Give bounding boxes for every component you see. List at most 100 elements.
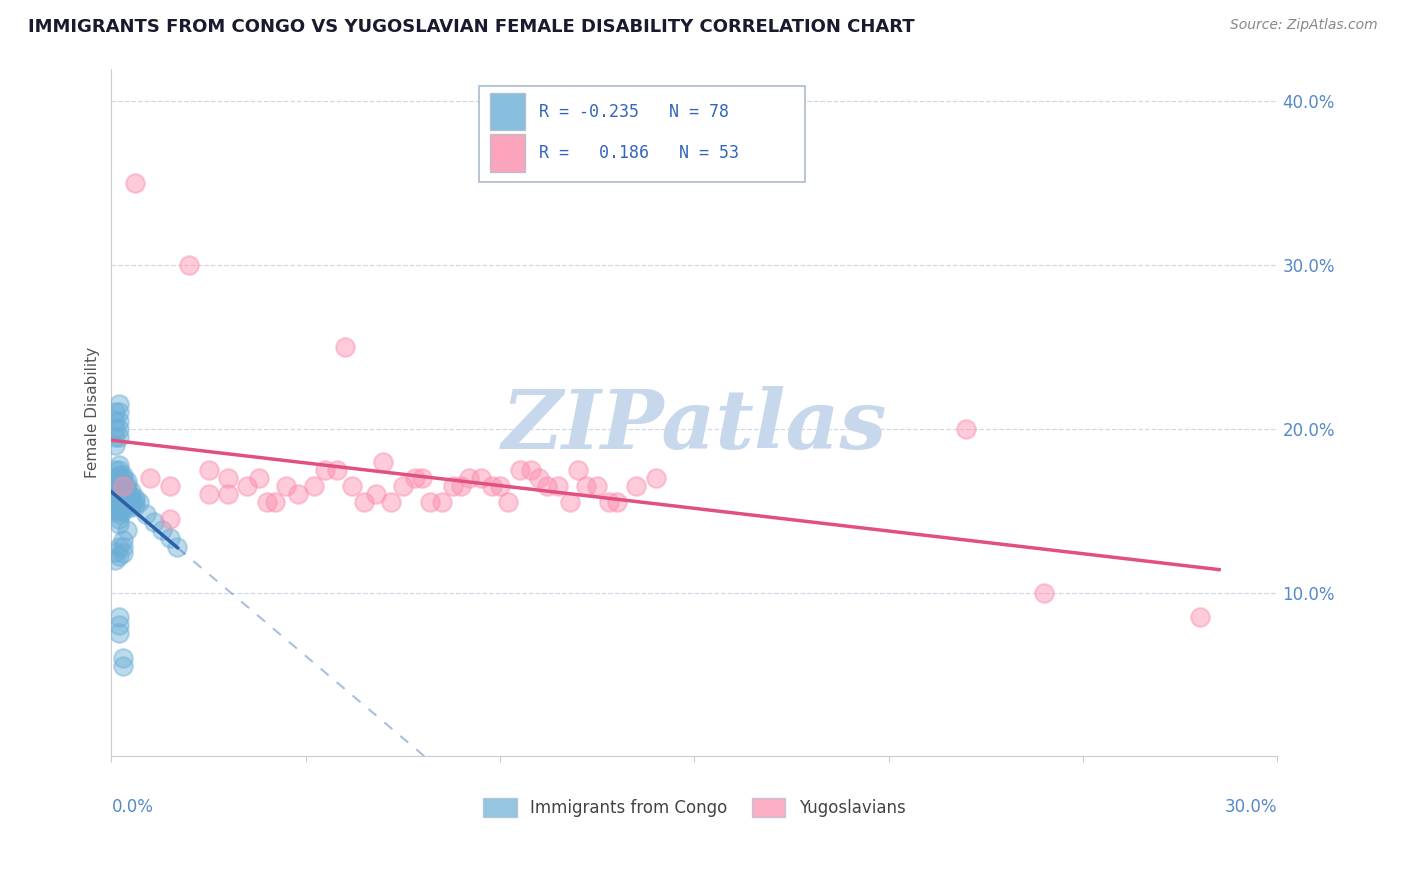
Point [112, 475, 135, 490]
Point [108, 463, 131, 477]
Point [108, 458, 131, 472]
Point [108, 474, 131, 488]
Point [598, 495, 620, 509]
Point [104, 430, 127, 444]
Text: IMMIGRANTS FROM CONGO VS YUGOSLAVIAN FEMALE DISABILITY CORRELATION CHART: IMMIGRANTS FROM CONGO VS YUGOSLAVIAN FEM… [28, 18, 915, 36]
FancyBboxPatch shape [491, 93, 526, 130]
Point [108, 503, 131, 517]
Point [115, 495, 138, 509]
Point [104, 503, 127, 517]
Point [108, 618, 131, 632]
Point [326, 463, 349, 477]
Point [104, 500, 127, 515]
Point [302, 479, 325, 493]
Point [108, 487, 131, 501]
Y-axis label: Female Disability: Female Disability [86, 347, 100, 478]
Point [115, 487, 138, 501]
Point [120, 500, 142, 515]
Point [112, 487, 135, 501]
Text: R =   0.186   N = 53: R = 0.186 N = 53 [540, 145, 740, 162]
Point [108, 479, 131, 493]
Point [236, 479, 259, 493]
Point [108, 413, 131, 427]
Point [112, 540, 135, 554]
Point [115, 474, 138, 488]
Point [567, 463, 589, 477]
Point [112, 533, 135, 548]
FancyBboxPatch shape [491, 134, 526, 171]
Point [342, 479, 364, 493]
Point [150, 523, 173, 537]
Point [380, 495, 402, 509]
Point [108, 549, 131, 564]
Point [430, 495, 453, 509]
Point [112, 503, 135, 517]
Point [458, 471, 481, 485]
Point [104, 491, 127, 505]
Point [586, 479, 609, 493]
Point [120, 492, 142, 507]
Point [112, 546, 135, 560]
Point [411, 471, 433, 485]
Point [108, 492, 131, 507]
Point [508, 463, 530, 477]
Point [104, 474, 127, 488]
Point [124, 176, 146, 190]
Point [606, 495, 628, 509]
Text: 30.0%: 30.0% [1225, 797, 1278, 815]
Point [1188, 610, 1211, 624]
Point [179, 258, 201, 272]
Point [108, 483, 131, 498]
Point [143, 515, 166, 529]
Point [159, 532, 181, 546]
Text: Source: ZipAtlas.com: Source: ZipAtlas.com [1230, 18, 1378, 32]
Point [108, 397, 131, 411]
Point [108, 471, 131, 485]
Point [217, 487, 239, 501]
Point [108, 507, 131, 521]
Point [450, 479, 472, 493]
Text: ZIPatlas: ZIPatlas [502, 386, 887, 467]
Point [112, 659, 135, 673]
Point [112, 500, 135, 515]
Point [470, 471, 492, 485]
Point [496, 495, 519, 509]
Point [1033, 585, 1056, 599]
Point [108, 626, 131, 640]
Point [104, 438, 127, 452]
Point [256, 495, 278, 509]
Point [108, 405, 131, 419]
Point [104, 471, 127, 485]
Point [104, 405, 127, 419]
Point [115, 483, 138, 498]
Point [104, 495, 127, 509]
Point [108, 610, 131, 624]
Point [139, 471, 162, 485]
Point [159, 479, 181, 493]
Point [112, 479, 135, 493]
Point [392, 479, 415, 493]
Point [624, 479, 647, 493]
Point [104, 487, 127, 501]
Point [104, 479, 127, 493]
Point [124, 499, 146, 513]
Point [276, 479, 298, 493]
Point [115, 492, 138, 507]
Legend: Immigrants from Congo, Yugoslavians: Immigrants from Congo, Yugoslavians [477, 791, 912, 823]
Point [112, 467, 135, 482]
Point [104, 544, 127, 558]
Point [104, 463, 127, 477]
Point [120, 497, 142, 511]
Point [112, 495, 135, 509]
Point [108, 512, 131, 526]
Point [333, 340, 356, 354]
Point [108, 467, 131, 482]
Point [108, 495, 131, 509]
Point [558, 495, 581, 509]
Point [955, 422, 977, 436]
Point [108, 516, 131, 531]
Point [112, 651, 135, 665]
Point [124, 491, 146, 505]
Point [547, 479, 569, 493]
Point [353, 495, 375, 509]
